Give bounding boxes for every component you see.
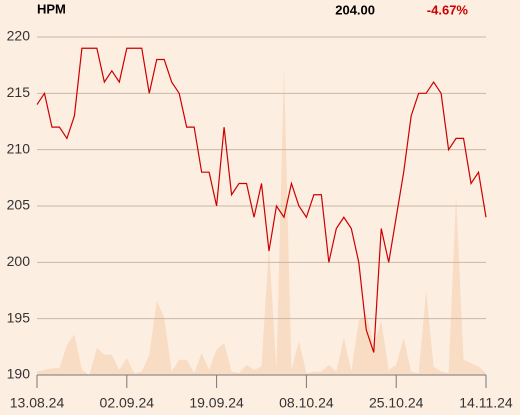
- x-tick-label: 25.10.24: [369, 395, 424, 411]
- price-line: [36, 47, 487, 353]
- chart-title: HPM: [37, 1, 66, 16]
- y-tick-label: 215: [7, 84, 31, 100]
- y-tick-label: 210: [7, 140, 31, 156]
- x-tick-label: 14.11.24: [459, 395, 513, 411]
- change: -4.67%: [427, 2, 469, 17]
- y-tick-label: 190: [7, 366, 31, 382]
- y-tick-label: 195: [7, 309, 31, 325]
- x-tick-label: 02.09.24: [100, 395, 155, 411]
- y-tick-label: 205: [7, 197, 31, 213]
- x-tick-label: 08.10.24: [279, 395, 334, 411]
- x-tick-label: 13.08.24: [10, 395, 65, 411]
- y-tick-label: 200: [7, 253, 31, 269]
- volume-area: [37, 67, 486, 376]
- price: 204.00: [335, 2, 375, 17]
- x-tick-label: 19.09.24: [189, 395, 244, 411]
- y-tick-label: 220: [7, 28, 31, 44]
